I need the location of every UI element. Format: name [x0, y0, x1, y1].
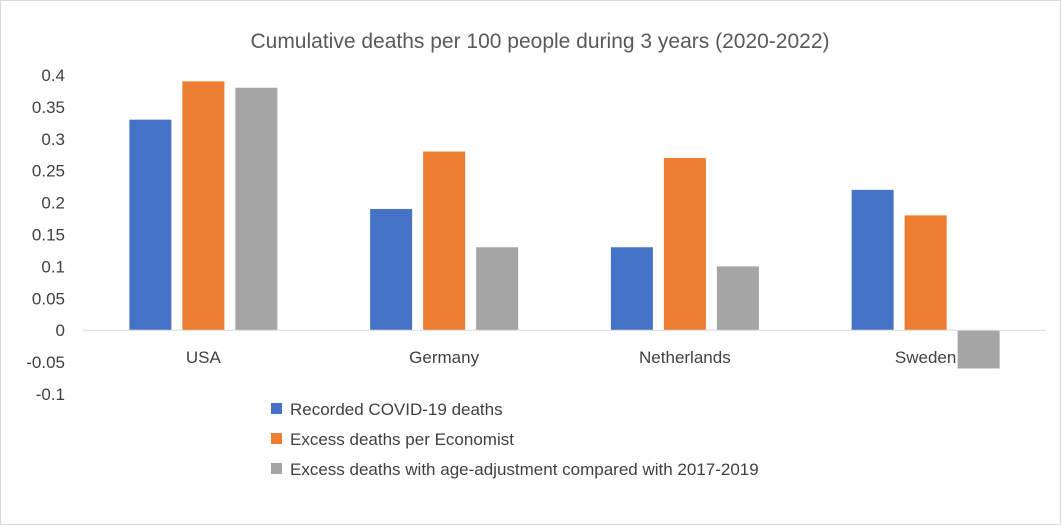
bar-germany-series-2 [423, 151, 466, 331]
y-tick-label: 0.25 [32, 162, 65, 181]
legend-swatch [271, 433, 282, 444]
bar-usa-series-1 [129, 119, 172, 331]
y-tick-label: 0.35 [32, 98, 65, 117]
x-tick-label: Germany [409, 348, 479, 367]
bar-usa-series-2 [182, 81, 225, 331]
bar-sweden-series-1 [851, 189, 894, 331]
legend-swatch [271, 403, 282, 414]
y-tick-label: -0.1 [36, 385, 65, 404]
legend-label: Excess deaths with age-adjustment compar… [290, 460, 759, 479]
bar-netherlands-series-2 [663, 157, 706, 331]
y-tick-label: -0.05 [26, 353, 65, 372]
y-tick-label: 0.05 [32, 289, 65, 308]
y-tick-label: 0.3 [41, 130, 65, 149]
y-tick-label: 0 [56, 321, 65, 340]
bar-netherlands-series-3 [716, 266, 759, 331]
legend-label: Recorded COVID-19 deaths [290, 400, 503, 419]
x-tick-label: Netherlands [639, 348, 731, 367]
chart-title: Cumulative deaths per 100 people during … [250, 30, 829, 53]
legend-label: Excess deaths per Economist [290, 430, 514, 449]
legend: Recorded COVID-19 deaths Excess deaths pe… [271, 400, 759, 479]
y-tick-label: 0.15 [32, 226, 65, 245]
x-tick-label: USA [186, 348, 222, 367]
bar-netherlands-series-1 [610, 247, 653, 331]
bar-germany-series-1 [370, 208, 413, 331]
bar-sweden-series-2 [904, 215, 947, 331]
bar-sweden-series-3 [957, 330, 1000, 369]
bars [129, 81, 1000, 369]
x-axis: USA Germany Netherlands Sweden [186, 348, 956, 367]
bar-usa-series-3 [235, 87, 278, 331]
bar-germany-series-3 [476, 247, 519, 331]
legend-swatch [271, 463, 282, 474]
y-axis: 0.4 0.35 0.3 0.25 0.2 0.15 0.1 0.05 0 -0.05 -0.1 [26, 66, 65, 404]
y-tick-label: 0.2 [41, 194, 65, 213]
y-tick-label: 0.4 [41, 66, 65, 85]
x-tick-label: Sweden [895, 348, 956, 367]
y-tick-label: 0.1 [41, 257, 65, 276]
